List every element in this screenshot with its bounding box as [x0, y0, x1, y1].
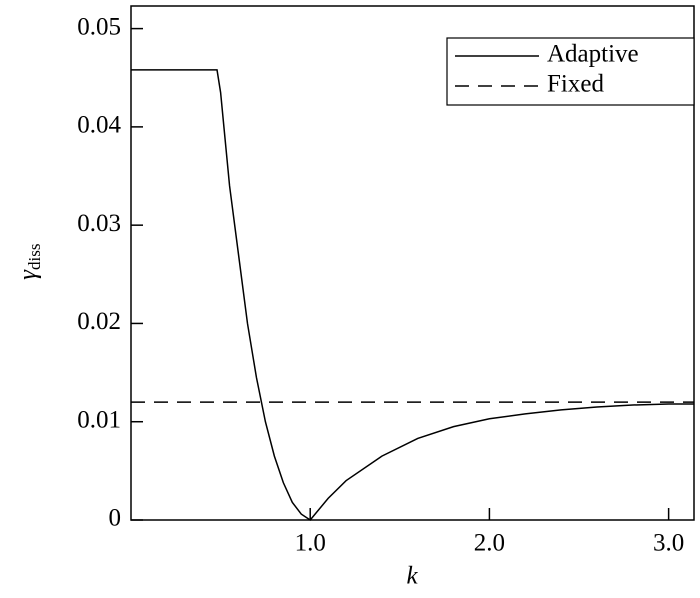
y-tick-label: 0.02: [77, 308, 121, 335]
x-axis-label: k: [406, 563, 418, 590]
y-tick-label: 0.05: [77, 13, 121, 40]
y-tick-label: 0.01: [77, 406, 121, 433]
x-tick-label: 2.0: [474, 530, 505, 557]
legend-label: Adaptive: [547, 41, 639, 68]
y-axis-label: γ diss: [15, 244, 44, 280]
y-tick-label: 0.03: [77, 210, 121, 237]
legend-box: [446, 37, 695, 106]
x-tick-label: 3.0: [653, 530, 684, 557]
y-axis-label-main: γ: [15, 269, 42, 280]
y-tick-label: 0.04: [77, 112, 121, 139]
y-axis-label-sub: diss: [25, 244, 44, 270]
y-tick-label: 0: [109, 505, 122, 532]
plot-frame: [130, 5, 695, 521]
x-tick-label: 1.0: [295, 530, 326, 557]
line: [131, 69, 694, 521]
legend-label: Fixed: [547, 71, 604, 98]
